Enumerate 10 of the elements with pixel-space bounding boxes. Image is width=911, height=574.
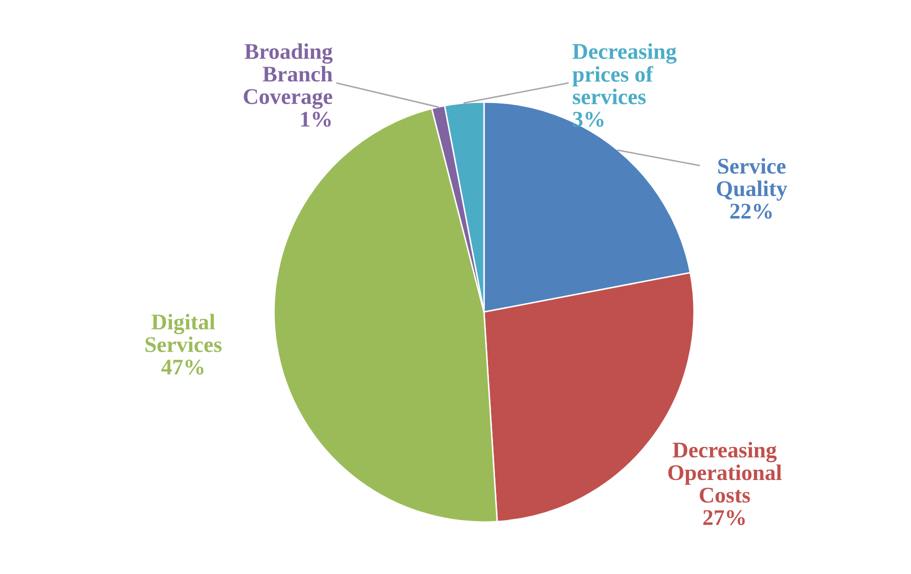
- slice-label: Decreasing prices of services: [572, 43, 676, 104]
- slice-label: Decreasing Operational Costs: [668, 442, 782, 503]
- slice-label: Service Quality: [716, 158, 788, 201]
- slice-label: Digital Services: [146, 314, 222, 352]
- data-label: 3%: [573, 112, 604, 127]
- slice-label: Broading Branch Coverage: [244, 43, 333, 109]
- data-label: 22%: [730, 204, 772, 219]
- data-label: 1%: [301, 112, 331, 127]
- data-label: 47%: [161, 360, 204, 375]
- data-label: 27%: [703, 510, 745, 526]
